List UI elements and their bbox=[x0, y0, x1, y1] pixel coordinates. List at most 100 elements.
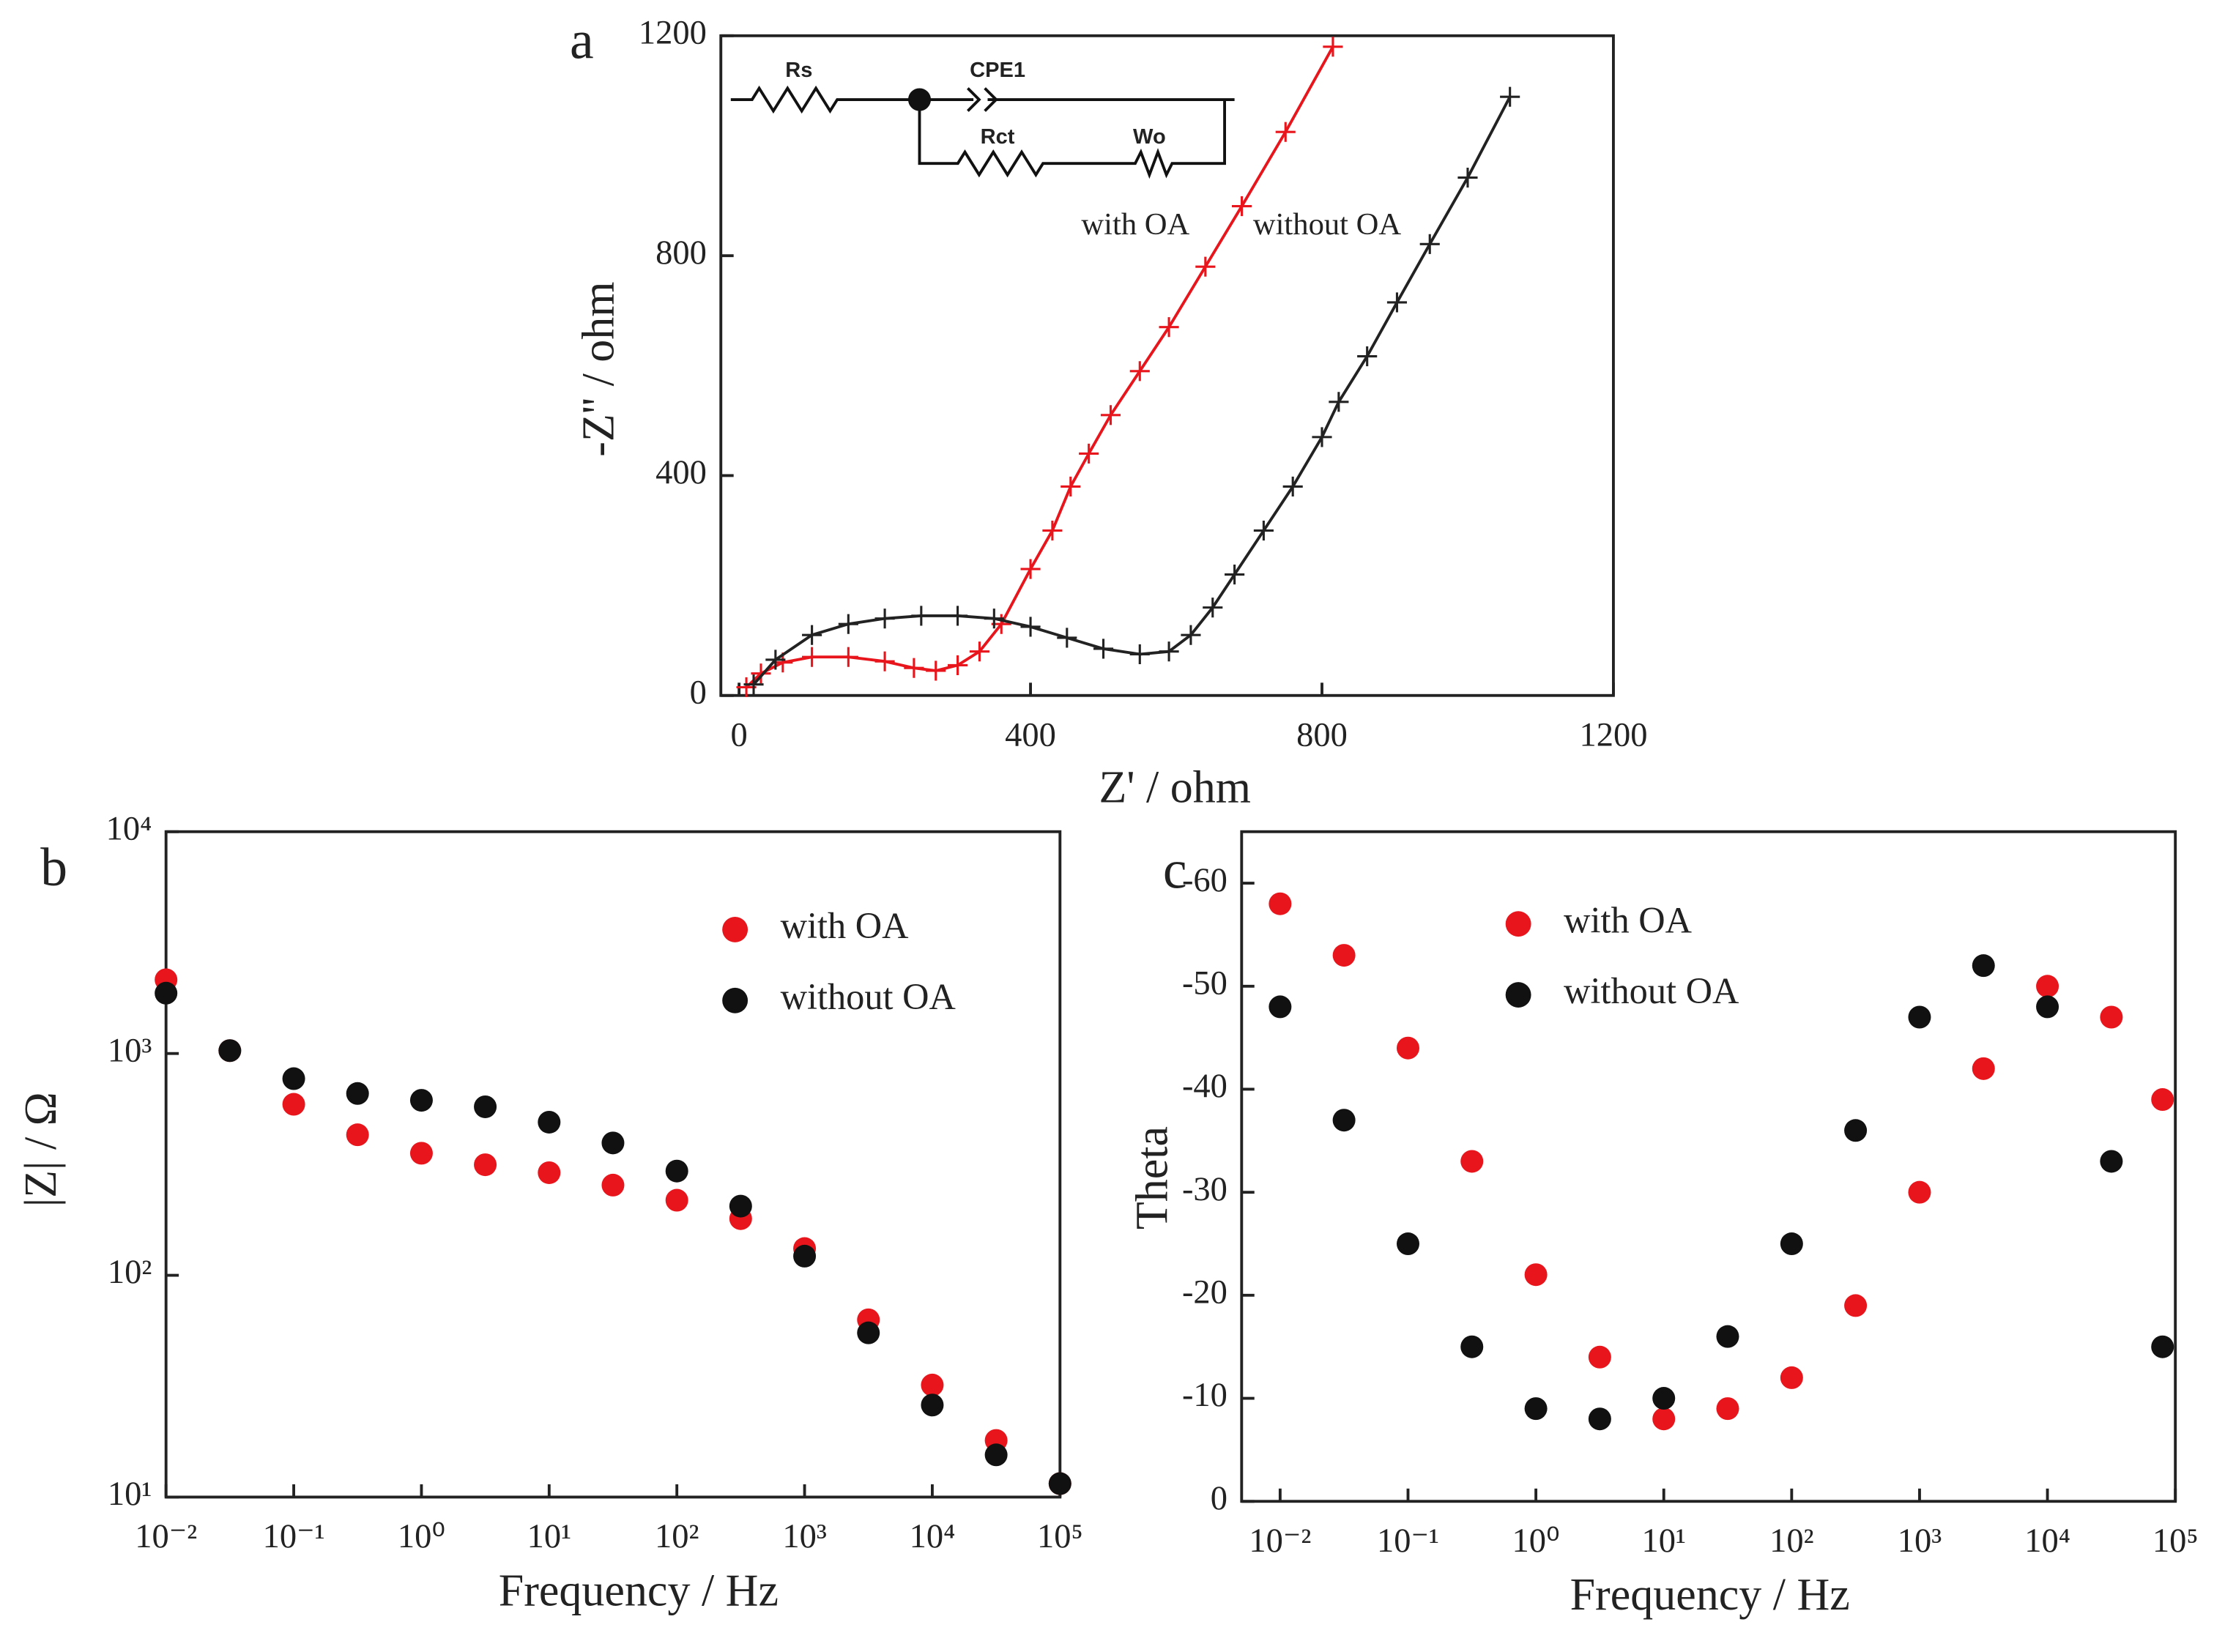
marker bbox=[1129, 644, 1150, 665]
x-tick-label: 10⁵ bbox=[2152, 1522, 2199, 1560]
fit-line bbox=[745, 45, 1334, 688]
marker bbox=[2036, 975, 2059, 998]
marker bbox=[1588, 1407, 1611, 1431]
y-tick-label: -30 bbox=[1182, 1171, 1227, 1208]
marker bbox=[1181, 625, 1201, 645]
series bbox=[743, 86, 1520, 695]
x-tick-label: 10⁻² bbox=[135, 1518, 197, 1555]
marker bbox=[1652, 1407, 1676, 1431]
series bbox=[155, 981, 1071, 1495]
x-tick-label: 0 bbox=[730, 717, 747, 754]
marker bbox=[282, 1093, 305, 1116]
marker bbox=[1275, 122, 1296, 142]
marker bbox=[665, 1188, 688, 1212]
marker bbox=[1253, 520, 1274, 541]
marker bbox=[1844, 1294, 1868, 1317]
marker bbox=[2151, 1335, 2174, 1358]
marker bbox=[1780, 1232, 1803, 1256]
legend-swatch bbox=[722, 987, 749, 1013]
marker bbox=[948, 655, 968, 676]
panel-label: c bbox=[1163, 840, 1187, 900]
legend-swatch bbox=[722, 917, 749, 942]
marker bbox=[1282, 476, 1303, 497]
y-tick-label: 10³ bbox=[108, 1032, 152, 1069]
x-tick-label: 10² bbox=[1769, 1522, 1813, 1560]
marker bbox=[474, 1153, 497, 1177]
marker bbox=[2100, 1150, 2123, 1173]
marker bbox=[1159, 317, 1179, 338]
circuit-label: Rs bbox=[785, 59, 812, 82]
x-tick-label: 10⁻² bbox=[1249, 1522, 1311, 1560]
marker bbox=[665, 1159, 688, 1183]
marker bbox=[1419, 234, 1440, 254]
x-axis-label: Frequency / Hz bbox=[1570, 1570, 1850, 1620]
x-axis-label: Frequency / Hz bbox=[499, 1566, 779, 1615]
marker bbox=[1524, 1397, 1548, 1421]
marker bbox=[1972, 954, 1995, 978]
y-tick-label: 800 bbox=[655, 234, 707, 272]
y-axis-label: -Z'' / ohm bbox=[574, 281, 624, 456]
x-tick-label: 10¹ bbox=[527, 1518, 571, 1555]
marker bbox=[1500, 86, 1520, 107]
marker bbox=[409, 1089, 433, 1112]
marker bbox=[921, 1394, 944, 1417]
marker bbox=[1908, 1180, 1931, 1204]
marker bbox=[1332, 944, 1356, 967]
y-tick-label: -40 bbox=[1182, 1068, 1227, 1105]
y-tick-label: 10¹ bbox=[108, 1476, 152, 1513]
x-tick-label: 10⁰ bbox=[398, 1518, 445, 1555]
x-tick-label: 10⁴ bbox=[910, 1518, 956, 1555]
x-tick-label: 800 bbox=[1296, 717, 1348, 754]
x-tick-label: 10³ bbox=[782, 1518, 827, 1555]
marker bbox=[2151, 1088, 2174, 1112]
marker bbox=[838, 614, 858, 634]
marker bbox=[1268, 892, 1292, 915]
marker bbox=[1460, 1335, 1484, 1358]
y-tick-label: -10 bbox=[1182, 1377, 1227, 1414]
marker bbox=[1524, 1263, 1548, 1287]
marker bbox=[1159, 641, 1179, 662]
marker bbox=[1020, 617, 1041, 637]
marker bbox=[926, 661, 946, 681]
marker bbox=[1357, 346, 1378, 367]
circuit-label: CPE1 bbox=[970, 59, 1025, 82]
circuit bbox=[730, 85, 1235, 179]
panel-label: b bbox=[40, 837, 67, 897]
marker bbox=[1048, 1472, 1071, 1495]
x-tick-label: 400 bbox=[1005, 717, 1056, 754]
y-tick-label: 0 bbox=[690, 674, 707, 711]
marker bbox=[802, 647, 822, 667]
x-tick-label: 10⁴ bbox=[2024, 1522, 2070, 1560]
marker bbox=[538, 1161, 561, 1184]
marker bbox=[218, 1039, 242, 1063]
plot-frame bbox=[719, 34, 1615, 697]
marker bbox=[1716, 1397, 1739, 1421]
x-tick-label: 10¹ bbox=[1641, 1522, 1685, 1560]
marker bbox=[1908, 1005, 1931, 1029]
marker bbox=[346, 1082, 369, 1105]
legend-swatch bbox=[1505, 911, 1531, 937]
marker bbox=[921, 1373, 944, 1396]
marker bbox=[802, 625, 822, 645]
marker bbox=[911, 606, 932, 626]
marker bbox=[1057, 628, 1077, 648]
marker bbox=[729, 1194, 752, 1218]
marker bbox=[346, 1123, 369, 1147]
x-tick-label: 10² bbox=[655, 1518, 699, 1555]
marker bbox=[904, 658, 924, 678]
marker bbox=[969, 641, 989, 662]
y-tick-label: 0 bbox=[1211, 1480, 1227, 1517]
marker bbox=[1716, 1325, 1739, 1348]
y-tick-label: -20 bbox=[1182, 1274, 1227, 1311]
marker bbox=[2100, 1005, 2123, 1029]
x-axis-label: Z' / ohm bbox=[1099, 763, 1251, 813]
marker bbox=[1195, 256, 1216, 277]
marker bbox=[1093, 639, 1114, 659]
marker bbox=[857, 1321, 880, 1344]
marker bbox=[1268, 995, 1292, 1019]
x-tick-label: 10⁵ bbox=[1037, 1518, 1083, 1555]
marker bbox=[1457, 167, 1478, 188]
marker bbox=[1972, 1057, 1995, 1080]
marker bbox=[538, 1110, 561, 1134]
y-tick-label: 10⁴ bbox=[106, 810, 152, 847]
